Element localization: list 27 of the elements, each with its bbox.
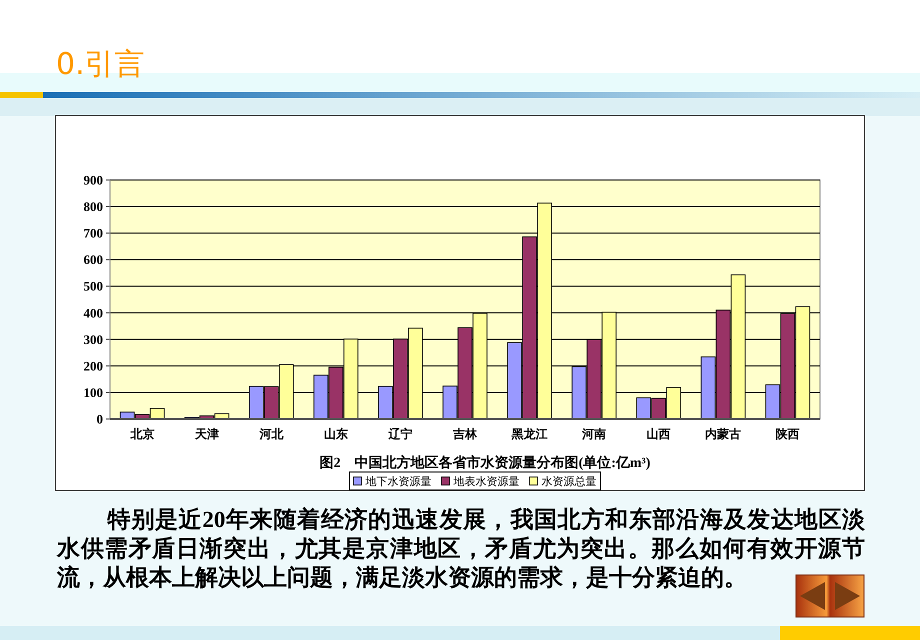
y-tick-label: 300 — [84, 332, 103, 347]
legend-label: 地下水资源量 — [364, 475, 432, 488]
x-tick-label: 黑龙江 — [510, 427, 548, 441]
x-tick-label: 辽宁 — [387, 427, 412, 441]
y-tick-label: 900 — [84, 172, 103, 188]
x-tick-label: 天津 — [194, 427, 219, 441]
legend-label: 地表水资源量 — [452, 475, 520, 488]
x-tick-label: 陕西 — [776, 427, 800, 441]
text: 0.引言 — [56, 46, 145, 84]
y-tick-label: 600 — [84, 252, 103, 268]
x-tick-label: 河北 — [258, 427, 284, 441]
x-tick-label: 山西 — [646, 427, 671, 441]
text: 图2 中国北方地区各省市水资源量分布图(单位:亿m³) — [320, 454, 651, 471]
y-tick-label: 800 — [84, 199, 103, 214]
y-tick-label: 700 — [84, 226, 103, 241]
y-tick-label: 400 — [84, 305, 103, 320]
y-tick-label: 0 — [96, 412, 103, 426]
x-tick-label: 山东 — [324, 427, 348, 441]
y-tick-label: 200 — [84, 358, 103, 374]
x-tick-label: 北京 — [129, 427, 154, 441]
text: 特别是近20年来随着经济的迅速发展，我国北方和东部沿海及发达地区淡水供需矛盾日渐突出，尤其是京津地区，矛盾尤为突出。那么如何有效开源节流，从根本上解决以上问题，满足淡水资源的需求，是十分紧迫的。 — [57, 506, 865, 592]
y-tick-label: 500 — [84, 278, 103, 294]
legend-label: 水资源总量 — [542, 475, 596, 488]
x-tick-label: 吉林 — [452, 427, 478, 441]
y-tick-label: 100 — [84, 384, 103, 400]
x-tick-label: 内蒙古 — [705, 427, 742, 441]
x-tick-label: 河南 — [581, 427, 606, 441]
